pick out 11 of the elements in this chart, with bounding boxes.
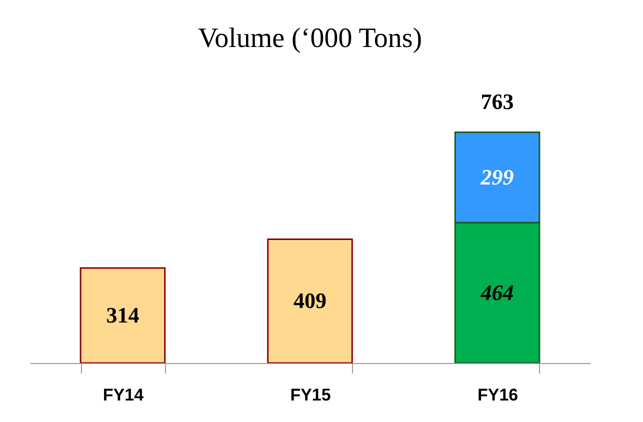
bar: [267, 238, 353, 364]
bar: [80, 267, 166, 364]
data-label: 314: [106, 302, 140, 328]
chart-title: Volume (‘000 Tons): [198, 23, 422, 54]
x-tick-label: FY15: [290, 386, 331, 404]
data-label: 299: [480, 164, 514, 190]
data-label: 464: [480, 280, 514, 305]
total-label: 763: [480, 89, 514, 114]
data-label: 409: [294, 288, 326, 314]
x-tick-label: FY16: [477, 386, 518, 404]
x-tick-label: FY14: [102, 386, 144, 404]
